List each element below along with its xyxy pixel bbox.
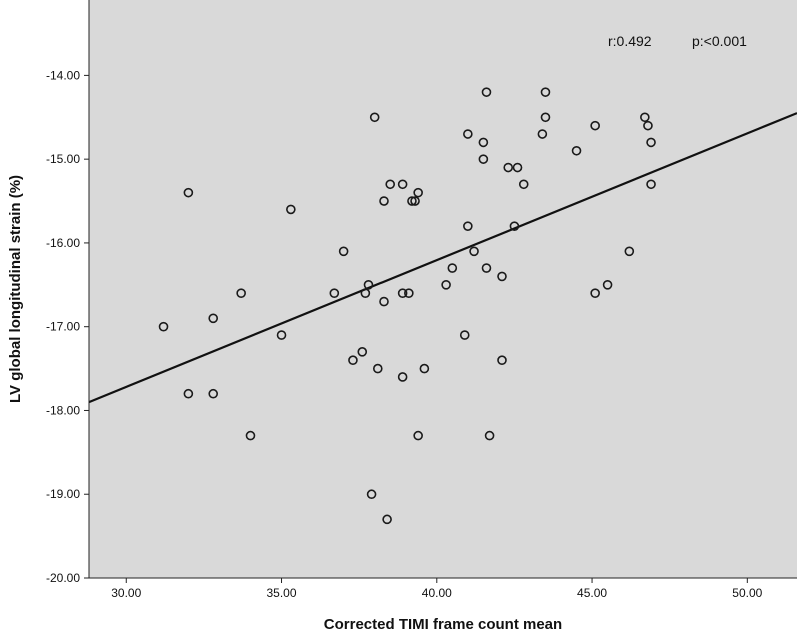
data-point xyxy=(379,196,389,206)
data-point xyxy=(245,430,256,441)
plot-area xyxy=(89,0,797,578)
data-point xyxy=(503,162,514,173)
data-point xyxy=(379,296,389,307)
data-point xyxy=(413,430,423,441)
y-tick-label: -20.00 xyxy=(46,571,80,585)
x-tick-label: 40.00 xyxy=(422,586,452,600)
data-point xyxy=(208,313,219,324)
data-point xyxy=(158,321,169,332)
data-point xyxy=(397,179,408,190)
data-point xyxy=(497,355,507,366)
data-point xyxy=(459,330,470,340)
y-tick-label: -16.00 xyxy=(46,236,80,250)
data-point xyxy=(540,112,551,123)
data-point xyxy=(441,280,451,290)
data-point xyxy=(372,363,383,374)
y-axis-ticks: -14.00 -15.00 -16.00 -17.00 -18.00 -19.00 -20.… xyxy=(46,68,89,585)
data-point xyxy=(385,179,396,190)
x-tick-label: 30.00 xyxy=(111,586,141,600)
data-point xyxy=(643,120,653,131)
x-axis-ticks: 30.00 35.00 40.00 45.00 50.00 xyxy=(111,578,763,600)
data-point xyxy=(357,347,368,357)
p-statistic: p:<0.001 xyxy=(692,33,747,49)
data-point xyxy=(404,288,414,298)
data-point xyxy=(397,372,408,382)
data-point xyxy=(497,271,507,282)
data-point xyxy=(447,263,458,273)
data-point xyxy=(481,87,492,97)
y-tick-label: -17.00 xyxy=(46,320,80,334)
data-point xyxy=(481,263,492,273)
data-point xyxy=(382,514,392,525)
y-tick-label: -18.00 xyxy=(46,403,80,417)
data-point xyxy=(646,179,656,190)
data-point xyxy=(571,145,582,156)
data-point xyxy=(413,187,423,198)
data-point xyxy=(484,430,495,441)
y-tick-label: -19.00 xyxy=(46,487,80,501)
x-tick-label: 35.00 xyxy=(267,586,297,600)
data-point xyxy=(360,288,371,298)
x-tick-label: 45.00 xyxy=(577,586,607,600)
data-point xyxy=(590,120,600,131)
data-point xyxy=(286,204,296,215)
data-point xyxy=(183,187,194,198)
regression-line-layer xyxy=(88,112,797,404)
r-statistic: r:0.492 xyxy=(608,33,652,49)
data-point xyxy=(208,388,219,399)
data-point xyxy=(646,137,656,148)
data-point xyxy=(369,112,380,123)
y-tick-label: -15.00 xyxy=(46,152,80,166)
data-point xyxy=(509,221,520,231)
data-point xyxy=(518,179,529,190)
x-tick-label: 50.00 xyxy=(732,586,762,600)
data-point xyxy=(540,87,551,97)
data-point xyxy=(363,280,374,290)
data-points-layer xyxy=(158,87,656,525)
x-axis-title: Corrected TIMI frame count mean xyxy=(324,616,562,633)
y-axis-title: LV global longitudinal strain (%) xyxy=(7,175,24,403)
data-point xyxy=(602,280,613,290)
data-point xyxy=(640,112,650,123)
data-point xyxy=(338,246,349,257)
data-point xyxy=(537,129,548,139)
data-point xyxy=(410,196,420,206)
data-point xyxy=(463,129,473,139)
data-point xyxy=(407,196,417,206)
data-point xyxy=(276,330,287,340)
data-point xyxy=(236,288,246,298)
data-point xyxy=(624,246,635,257)
data-point xyxy=(463,221,473,231)
data-point xyxy=(183,388,194,399)
data-point xyxy=(329,288,340,298)
data-point xyxy=(478,137,489,148)
data-point xyxy=(348,355,358,366)
data-point xyxy=(397,288,408,298)
data-point xyxy=(366,489,377,500)
data-point xyxy=(469,246,479,257)
data-point xyxy=(512,162,523,173)
data-point xyxy=(590,288,600,298)
data-point xyxy=(478,154,489,164)
y-tick-label: -14.00 xyxy=(46,68,80,82)
data-point xyxy=(419,363,430,374)
regression-line xyxy=(88,112,797,404)
